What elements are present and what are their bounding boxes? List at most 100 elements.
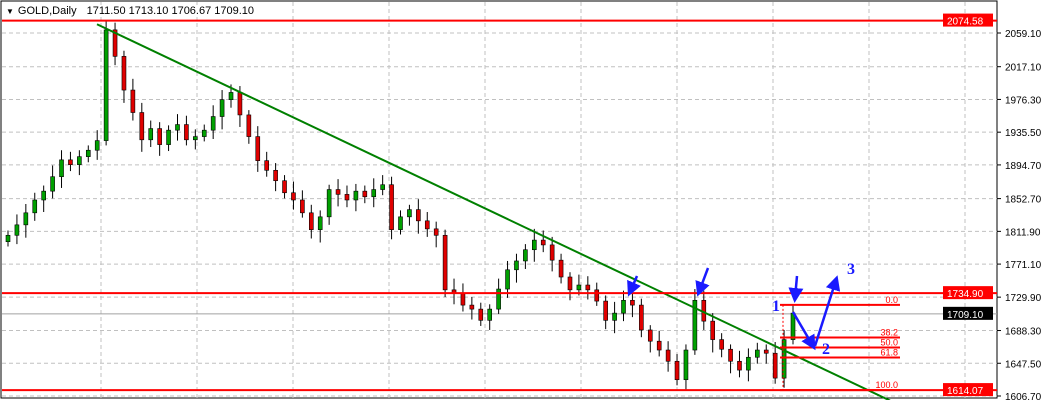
candle-body <box>585 284 591 291</box>
candle-body <box>5 234 11 243</box>
candle-body <box>300 199 305 214</box>
annotation-arrow <box>695 267 710 297</box>
candle-body <box>148 128 154 141</box>
candle-body <box>514 260 519 271</box>
candle-body <box>175 124 180 131</box>
annotation-arrow <box>788 275 804 303</box>
candle-body <box>335 189 341 195</box>
candle-body <box>50 176 55 192</box>
candle-body <box>264 160 269 171</box>
candle-body <box>326 189 332 218</box>
candle-body <box>193 136 198 141</box>
candle-body <box>737 360 742 371</box>
candle-body <box>139 112 145 141</box>
wave-label: 1 <box>772 298 780 315</box>
candle-body <box>505 269 510 290</box>
price-label: 1734.90 <box>947 289 984 300</box>
candle-body <box>621 299 626 314</box>
candle-body <box>496 288 501 310</box>
candle-body <box>407 209 412 218</box>
y-tick-label: 1935.50 <box>1005 128 1042 139</box>
candle-body <box>103 29 109 141</box>
candle-body <box>674 360 680 381</box>
price-label-box <box>943 383 993 397</box>
candle-body <box>781 339 787 379</box>
annotation-arrow <box>627 275 641 297</box>
chart-title: ▼ GOLD,Daily 1711.50 1713.10 1706.67 1709.… <box>6 5 258 17</box>
candle-body <box>603 300 608 321</box>
candle-body <box>344 194 350 201</box>
y-tick-label: 2017.10 <box>1005 63 1042 74</box>
candle-body <box>487 308 493 321</box>
candle-body <box>77 156 82 165</box>
candle-body <box>416 209 421 222</box>
candle-body <box>201 129 207 137</box>
candle-body <box>639 304 644 331</box>
candle-body <box>94 140 100 151</box>
candle-body <box>353 190 359 201</box>
candle-body <box>772 352 778 379</box>
candle-body <box>32 199 38 214</box>
candle-body <box>790 312 796 340</box>
candle-body <box>594 289 600 302</box>
candle-body <box>85 149 91 157</box>
y-tick-label: 1729.90 <box>1005 293 1042 304</box>
fib-level-label: 61.8 <box>880 348 898 358</box>
candle-body <box>246 114 252 137</box>
y-tick-label: 1894.70 <box>1005 161 1042 172</box>
candle-body <box>469 304 475 310</box>
candle-body <box>746 356 751 371</box>
candle-body <box>665 349 671 362</box>
price-label: 1614.07 <box>947 386 984 397</box>
high-value: 1713.10 <box>128 5 169 17</box>
candle-body <box>549 244 555 261</box>
fib-level-label: 100.0 <box>875 380 898 390</box>
candle-body <box>683 349 689 381</box>
candle-body <box>157 128 162 145</box>
candle-body <box>14 224 20 236</box>
y-tick-label: 1771.10 <box>1005 260 1042 271</box>
candle-body <box>112 29 118 57</box>
price-label-box <box>943 13 993 27</box>
y-tick-label: 2059.10 <box>1005 29 1042 40</box>
annotation-arrow <box>791 311 816 351</box>
candle-body <box>273 169 278 182</box>
candle-body <box>130 89 136 113</box>
open-value: 1711.50 <box>86 5 126 17</box>
symbol-label: GOLD,Daily <box>17 5 77 17</box>
candle-body <box>424 220 430 230</box>
candle-body <box>219 99 225 117</box>
candle-body <box>121 56 127 91</box>
wave-label: 3 <box>847 261 855 278</box>
candle-body <box>576 284 582 291</box>
candle-body <box>398 216 403 230</box>
candle-body <box>371 189 377 198</box>
candle-body <box>237 92 243 116</box>
candle-body <box>478 308 484 321</box>
annotation-arrow <box>813 275 841 347</box>
candle-body <box>23 212 29 226</box>
candle-body <box>41 190 46 201</box>
candle-body <box>362 190 368 198</box>
y-tick-label: 1852.70 <box>1005 195 1042 206</box>
candle-body <box>442 234 448 291</box>
candle-body <box>523 249 528 262</box>
candle-body <box>728 348 733 362</box>
candle-body <box>282 180 287 194</box>
candle-body <box>460 292 466 306</box>
close-value: 1709.10 <box>214 5 255 17</box>
candle-body <box>710 320 716 340</box>
candle-body <box>692 299 698 351</box>
y-tick-label: 1688.30 <box>1005 327 1042 338</box>
candle-body <box>389 184 394 230</box>
fib-level-label: 0.0 <box>885 295 898 305</box>
candle-body <box>317 216 323 230</box>
candle-body <box>291 192 296 201</box>
dropdown-triangle-icon[interactable]: ▼ <box>6 7 14 16</box>
candle-body <box>59 159 64 178</box>
candle-body <box>755 349 760 358</box>
candle-body <box>68 159 73 165</box>
candle-body <box>558 259 564 278</box>
